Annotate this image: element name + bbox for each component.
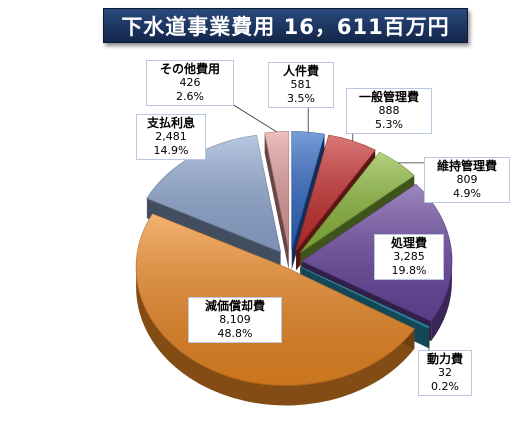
data-label: 人件費 581 3.5% <box>268 62 334 108</box>
data-label: その他費用 426 2.6% <box>146 60 234 106</box>
pie-slice-gloss <box>146 135 281 252</box>
data-label-name: 一般管理費 <box>358 90 419 104</box>
data-label-percent: 14.9% <box>153 144 189 157</box>
data-label: 支払利息 2,481 14.9% <box>136 114 206 160</box>
data-label: 減価償却費 8,109 48.8% <box>188 297 282 343</box>
data-label-value: 426 <box>179 76 201 89</box>
data-label-name: その他費用 <box>159 62 220 76</box>
data-label-value: 581 <box>290 78 312 91</box>
pie-slice-side <box>136 267 415 406</box>
chart-title-banner: 下水道事業費用 16，611百万円 <box>103 8 468 43</box>
data-label: 一般管理費 888 5.3% <box>346 88 432 134</box>
pie-slice-gloss <box>300 152 415 253</box>
data-label-name: 減価償却費 <box>204 299 265 313</box>
data-label-value: 32 <box>438 366 452 379</box>
pie-slice-gloss <box>296 135 376 251</box>
data-label-percent: 4.9% <box>453 187 481 200</box>
pie-slice-gloss <box>264 131 289 250</box>
data-label-value: 2,481 <box>155 130 187 143</box>
data-label-percent: 2.6% <box>176 90 204 103</box>
leader-line <box>231 103 277 133</box>
data-label-percent: 48.8% <box>217 327 253 340</box>
chart-title: 下水道事業費用 16，611百万円 <box>121 14 450 39</box>
data-label-percent: 5.3% <box>375 118 403 131</box>
data-label-name: 人件費 <box>282 64 319 78</box>
data-label-value: 3,285 <box>393 250 425 263</box>
data-label-value: 809 <box>456 173 478 186</box>
pie-slice-wall <box>264 132 289 270</box>
data-label-percent: 3.5% <box>287 92 315 105</box>
data-label-name: 支払利息 <box>146 116 195 130</box>
pie-slice-gloss <box>300 266 430 329</box>
data-label: 処理費 3,285 19.8% <box>374 234 444 280</box>
data-label-name: 処理費 <box>390 236 427 250</box>
pie-slice-gloss <box>291 131 325 250</box>
data-label-value: 888 <box>378 104 400 117</box>
data-label: 維持管理費 809 4.9% <box>424 157 510 203</box>
data-label-percent: 0.2% <box>431 380 459 393</box>
data-label-percent: 19.8% <box>391 264 427 277</box>
data-label-value: 8,109 <box>219 313 251 326</box>
data-label-name: 維持管理費 <box>436 159 497 173</box>
data-label: 動力費 32 0.2% <box>418 350 472 396</box>
data-label-name: 動力費 <box>426 352 463 366</box>
pie-slice-side <box>431 261 452 342</box>
